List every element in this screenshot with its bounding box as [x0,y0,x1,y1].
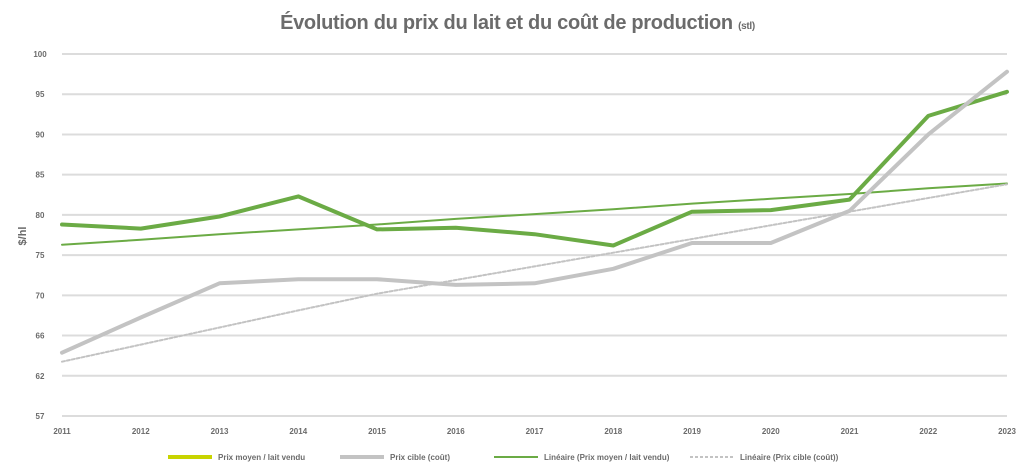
x-tick-label: 2012 [132,427,150,436]
legend-label: Prix moyen / lait vendu [218,453,305,462]
series-line-0 [60,89,1009,248]
legend-label: Prix cible (coût) [390,453,450,462]
y-tick-label: 80 [36,211,45,220]
y-tick-label: 75 [36,251,45,260]
chart-title-unit: (stl) [738,21,755,32]
x-tick-label: 2021 [841,427,859,436]
grid-layer [62,53,1007,417]
y-tick-label: 100 [33,50,47,59]
x-tick-label: 2018 [604,427,622,436]
x-tick-label: 2015 [368,427,386,436]
x-tick-label: 2016 [447,427,465,436]
x-axis-ticks: 2011 2012 2013 2014 2015 2016 2017 2018 2019 2020… [53,427,1016,436]
x-tick-label: 2019 [683,427,701,436]
chart-title: Évolution du prix du lait et du coût de … [280,12,733,34]
chart-title-block: Évolution du prix du lait et du coût de … [0,12,1035,35]
y-tick-label: 90 [36,130,45,139]
series-layer [60,69,1009,363]
y-tick-label: 70 [36,291,45,300]
x-tick-label: 2014 [289,427,307,436]
legend-label: Linéaire (Prix cible (coût)) [740,453,839,462]
y-axis-label: $/hl [17,227,29,246]
x-tick-label: 2017 [526,427,544,436]
series-line-1 [60,69,1009,355]
x-tick-label: 2020 [762,427,780,436]
series-line-2 [61,182,1008,246]
y-tick-label: 85 [36,171,45,180]
x-tick-label: 2013 [211,427,229,436]
y-tick-label: 66 [36,332,45,341]
y-tick-label: 57 [36,412,45,421]
y-tick-label: 95 [36,90,45,99]
x-tick-label: 2011 [53,427,71,436]
legend: Prix moyen / lait vendu Prix cible (coût)… [168,453,839,462]
y-axis-ticks: 57 62 66 70 75 80 85 90 95 100 [33,50,47,421]
x-tick-label: 2022 [919,427,937,436]
y-tick-label: 62 [36,372,45,381]
x-tick-label: 2023 [998,427,1016,436]
legend-label: Linéaire (Prix moyen / lait vendu) [544,453,670,462]
